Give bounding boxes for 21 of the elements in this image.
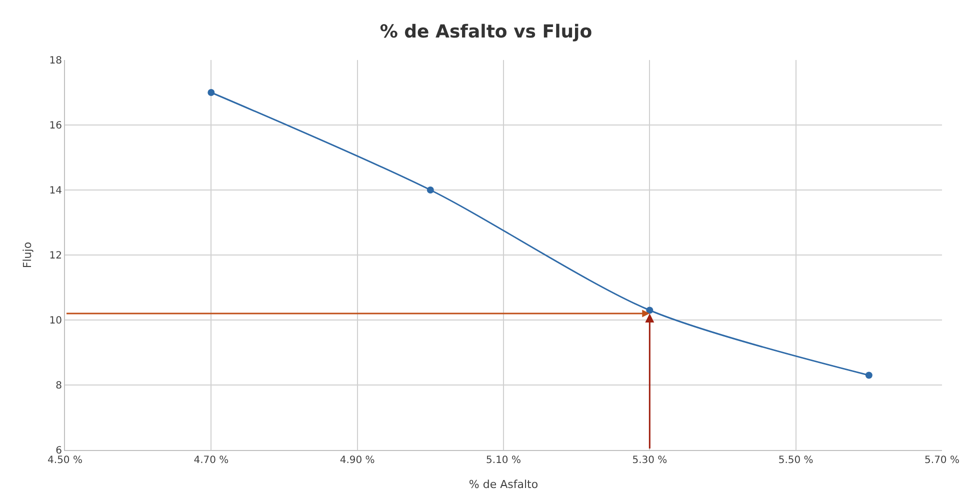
point [426,186,434,194]
x-tick-label: 5.50 % [778,455,814,466]
point [208,89,215,96]
y-tick-label: 12 [49,250,62,262]
y-tick-label: 18 [49,56,62,66]
y-axis-title: Flujo [20,242,34,268]
x-tick-label: 4.70 % [194,455,229,466]
chart-title: % de Asfalto vs Flujo [380,22,592,43]
x-tick-label: 5.10 % [486,455,521,466]
x-tick-label: 4.90 % [340,455,375,466]
point [646,306,654,314]
x-axis-title: % de Asfalto [468,478,538,492]
x-tick-label: 5.30 % [632,455,668,466]
y-tick-label: 8 [56,380,62,392]
y-tick-label: 16 [49,120,62,132]
x-tick-label: 4.50 % [48,455,82,466]
y-tick-label: 14 [49,186,62,196]
y-tick-label: 6 [56,446,62,456]
point [865,372,872,379]
y-tick-label: 10 [49,316,62,326]
x-tick-label: 5.70 % [924,455,960,466]
